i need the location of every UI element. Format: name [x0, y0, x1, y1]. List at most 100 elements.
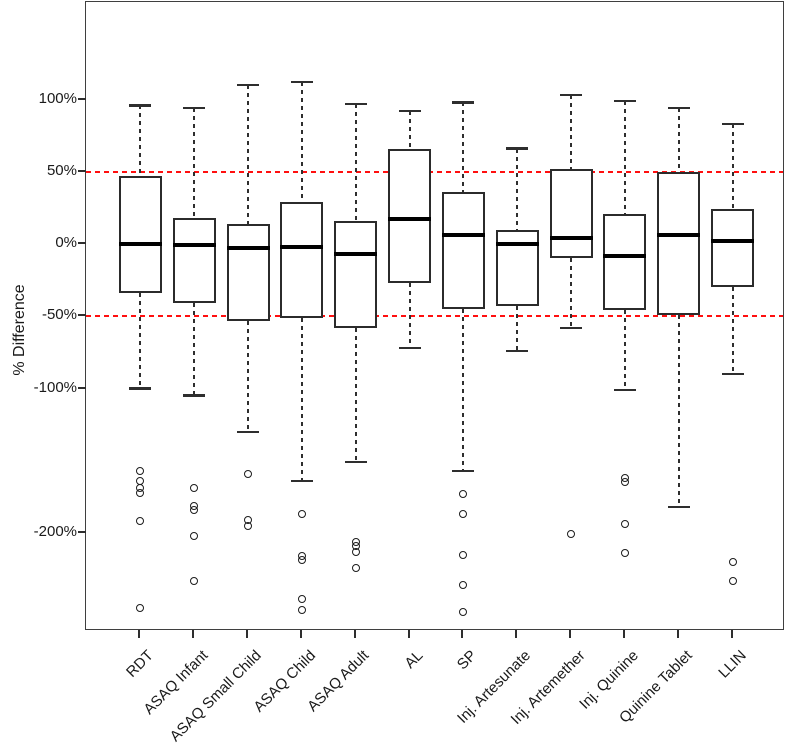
box-iqr [711, 209, 755, 288]
upper-whisker-cap [721, 122, 744, 126]
outlier-point [351, 563, 360, 572]
y-tick-label: 0% [55, 234, 77, 251]
upper-whisker-line [623, 100, 626, 214]
x-tick-mark-asaq-adult [353, 630, 356, 638]
x-tick-mark-sp [461, 630, 464, 638]
upper-whisker-cap [506, 147, 529, 150]
upper-whisker-cap [667, 106, 690, 110]
outlier-point [620, 549, 629, 558]
lower-whisker-cap [560, 326, 583, 330]
upper-whisker-cap [452, 101, 475, 104]
upper-whisker-cap [344, 102, 367, 106]
upper-whisker-line [408, 111, 411, 149]
box-iqr [549, 168, 593, 259]
upper-whisker-line [354, 103, 357, 221]
upper-whisker-cap [237, 83, 259, 87]
lower-whisker-line [623, 310, 626, 390]
box-iqr [441, 191, 485, 309]
y-tick-label: 100% [38, 89, 77, 107]
plot-area [85, 1, 784, 630]
x-tick-label-asaq-small-child: ASAQ Small Child [166, 647, 266, 746]
x-tick-mark-rdt [138, 630, 141, 638]
x-tick-label-rdt: RDT [123, 647, 158, 681]
median-line [657, 233, 701, 238]
outlier-point [297, 510, 306, 519]
x-tick-mark-inj-artemether [569, 630, 572, 638]
lower-whisker-line [570, 258, 573, 328]
upper-whisker-line [300, 82, 303, 203]
upper-whisker-cap [290, 80, 313, 84]
median-line [118, 242, 162, 246]
lower-whisker-cap [344, 460, 367, 464]
box-iqr [388, 148, 432, 283]
upper-whisker-cap [398, 109, 421, 113]
box-iqr [657, 171, 701, 315]
y-tick-mark [78, 531, 86, 533]
outlier-point [567, 530, 576, 539]
y-tick-label: -50% [41, 306, 77, 324]
lower-whisker-cap [237, 430, 259, 434]
outlier-point [190, 484, 199, 493]
median-line [388, 217, 432, 222]
outlier-point [297, 605, 306, 614]
upper-whisker-cap [129, 104, 152, 107]
x-tick-mark-quinine-tablet [676, 630, 679, 638]
y-tick-mark [78, 169, 86, 172]
upper-whisker-line [139, 105, 142, 177]
lower-whisker-cap [613, 388, 636, 392]
lower-whisker-line [354, 327, 357, 463]
median-line [280, 244, 324, 249]
lower-whisker-line [731, 287, 734, 375]
median-line [603, 253, 647, 258]
lower-whisker-cap [452, 469, 475, 473]
x-tick-mark-asaq-infant [192, 630, 195, 638]
median-line [495, 242, 539, 246]
lower-whisker-cap [506, 349, 529, 353]
reference-line-lower [86, 315, 783, 318]
x-tick-label-al: AL [401, 647, 427, 673]
x-tick-mark-asaq-child [299, 630, 302, 638]
outlier-point [190, 576, 199, 585]
x-tick-mark-inj-quinine [622, 630, 625, 638]
box-iqr [172, 217, 216, 304]
outlier-point [459, 581, 468, 590]
upper-whisker-line [247, 85, 249, 224]
median-line [711, 239, 755, 244]
upper-whisker-line [570, 95, 573, 169]
y-tick-mark [78, 97, 86, 100]
outlier-point [620, 478, 629, 487]
lower-whisker-line [247, 320, 249, 432]
upper-whisker-line [731, 124, 734, 210]
outlier-point [728, 576, 737, 585]
box-iqr [118, 176, 162, 294]
y-tick-label: -200% [33, 523, 77, 540]
upper-whisker-cap [613, 99, 636, 103]
median-line [549, 236, 593, 241]
outlier-point [297, 595, 306, 604]
outlier-point [136, 488, 145, 497]
lower-whisker-line [516, 306, 519, 351]
outlier-point [459, 489, 468, 498]
x-tick-label-sp: SP [454, 647, 481, 674]
y-tick-mark [78, 386, 86, 389]
outlier-point [459, 608, 468, 617]
box-iqr [280, 202, 324, 318]
x-tick-mark-al [407, 630, 410, 638]
outlier-point [244, 469, 252, 478]
reference-line-upper [86, 170, 783, 173]
lower-whisker-cap [183, 394, 206, 397]
upper-whisker-line [516, 148, 519, 230]
outlier-point [136, 466, 145, 475]
upper-whisker-line [677, 108, 680, 172]
y-tick-label: -100% [33, 378, 77, 396]
y-tick-mark [78, 242, 86, 244]
y-tick-label: 50% [46, 161, 77, 179]
upper-whisker-line [193, 108, 196, 218]
x-tick-mark-llin [730, 630, 733, 638]
lower-whisker-line [408, 283, 411, 349]
box-iqr [603, 213, 647, 311]
upper-whisker-cap [183, 106, 206, 110]
median-line [226, 246, 270, 251]
lower-whisker-cap [290, 479, 313, 483]
